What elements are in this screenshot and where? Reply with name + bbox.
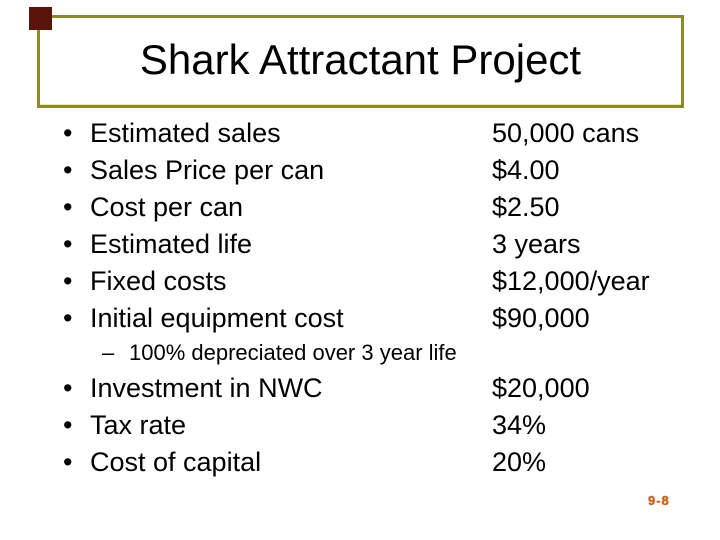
bullet-icon: • xyxy=(63,229,73,259)
list-item: • Sales Price per can $4.00 xyxy=(0,152,720,189)
bullet-icon: • xyxy=(63,266,73,296)
item-value: $2.50 xyxy=(492,192,560,222)
bullet-icon: • xyxy=(63,373,73,403)
item-label: Estimated life xyxy=(90,229,253,259)
item-value: 3 years xyxy=(492,229,581,259)
item-value: 34% xyxy=(492,410,547,440)
list-item: • Tax rate 34% xyxy=(0,407,720,444)
item-value: 20% xyxy=(492,447,547,477)
item-label: Estimated sales xyxy=(90,118,281,148)
bullet-icon: • xyxy=(63,155,73,185)
item-label: Investment in NWC xyxy=(90,373,323,403)
item-label: Sales Price per can xyxy=(90,155,325,185)
bullet-list-bottom: • Investment in NWC $20,000 • Tax rate 3… xyxy=(0,370,720,481)
list-item: • Estimated sales 50,000 cans xyxy=(0,115,720,152)
list-item: • Cost per can $2.50 xyxy=(0,189,720,226)
item-label: Initial equipment cost xyxy=(90,303,344,333)
sub-bullet-item: – 100% depreciated over 3 year life xyxy=(0,337,720,368)
list-item: • Estimated life 3 years xyxy=(0,226,720,263)
item-label: Fixed costs xyxy=(90,266,227,296)
item-value: 50,000 cans xyxy=(492,118,640,148)
sub-item-text: 100% depreciated over 3 year life xyxy=(129,340,457,365)
item-label: Cost of capital xyxy=(90,447,262,477)
list-item: • Investment in NWC $20,000 xyxy=(0,370,720,407)
bullet-icon: • xyxy=(63,118,73,148)
item-value: $20,000 xyxy=(492,373,590,403)
bullet-icon: • xyxy=(63,192,73,222)
bullet-icon: • xyxy=(63,303,73,333)
list-item: • Initial equipment cost $90,000 xyxy=(0,300,720,337)
template-accent-square xyxy=(29,7,52,30)
list-item: • Fixed costs $12,000/year xyxy=(0,263,720,300)
bullet-list-top: • Estimated sales 50,000 cans • Sales Pr… xyxy=(0,115,720,337)
item-value: $12,000/year xyxy=(492,266,650,296)
item-value: $90,000 xyxy=(492,303,590,333)
slide-title-box: Shark Attractant Project xyxy=(37,15,684,108)
list-item: • Cost of capital 20% xyxy=(0,444,720,481)
item-value: $4.00 xyxy=(492,155,560,185)
slide-title: Shark Attractant Project xyxy=(139,35,582,83)
dash-bullet-icon: – xyxy=(102,340,115,365)
bullet-icon: • xyxy=(63,410,73,440)
slide-page-number: 9-8 xyxy=(648,493,670,508)
item-label: Tax rate xyxy=(90,410,187,440)
bullet-icon: • xyxy=(63,447,73,477)
item-label: Cost per can xyxy=(90,192,244,222)
